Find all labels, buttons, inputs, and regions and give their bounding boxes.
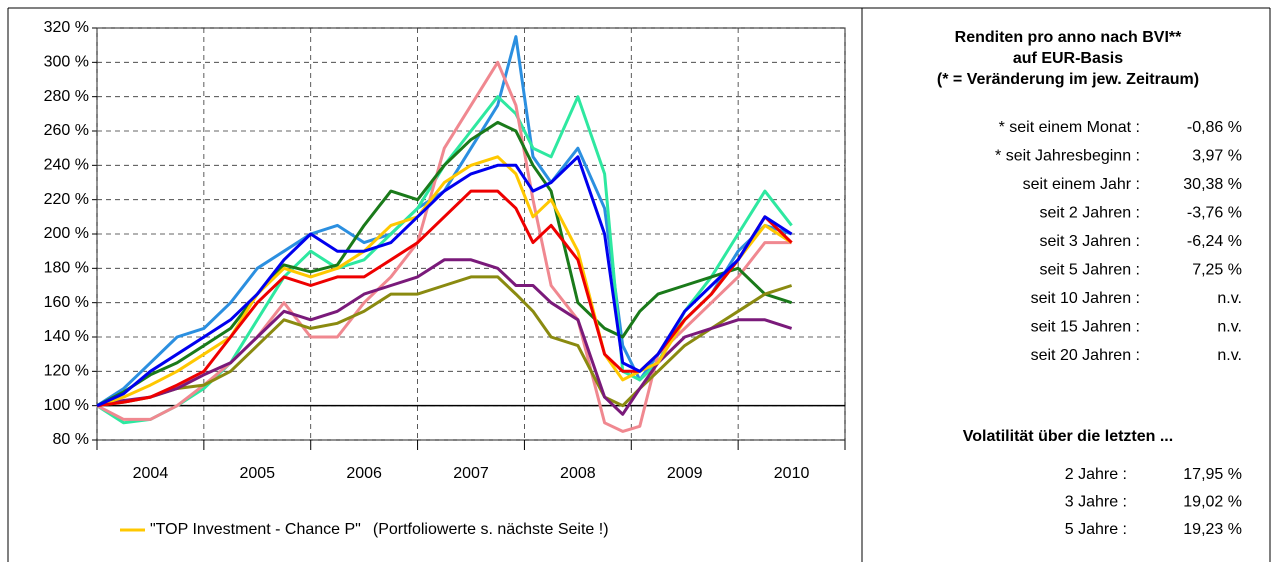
- returns-title: auf EUR-Basis: [1013, 50, 1123, 67]
- returns-value: -0,86 %: [1187, 119, 1242, 136]
- returns-value: n.v.: [1217, 319, 1242, 336]
- y-tick-label: 100 %: [44, 397, 89, 414]
- legend-note: (Portfoliowerte s. nächste Seite !): [373, 521, 609, 538]
- volatility-title: Volatilität über die letzten ...: [963, 428, 1173, 445]
- y-tick-label: 320 %: [44, 19, 89, 36]
- series-line: [96, 60, 792, 433]
- returns-value: 3,97 %: [1192, 148, 1242, 165]
- returns-label: seit 20 Jahren :: [1031, 347, 1140, 364]
- returns-value: 30,38 %: [1183, 176, 1242, 193]
- y-tick-label: 140 %: [44, 328, 89, 345]
- y-tick-label: 280 %: [44, 88, 89, 105]
- returns-value: n.v.: [1217, 347, 1242, 364]
- y-tick-label: 300 %: [44, 54, 89, 71]
- returns-label: seit einem Jahr :: [1023, 176, 1140, 193]
- returns-value: -3,76 %: [1187, 205, 1242, 222]
- returns-title: Renditen pro anno nach BVI**: [955, 29, 1182, 46]
- series-line: [96, 120, 793, 408]
- y-tick-label: 180 %: [44, 260, 89, 277]
- series-line: [96, 155, 793, 408]
- x-tick-label: 2008: [560, 465, 596, 482]
- returns-label: * seit Jahresbeginn :: [995, 148, 1140, 165]
- y-tick-label: 80 %: [53, 431, 89, 448]
- returns-value: n.v.: [1217, 290, 1242, 307]
- returns-label: seit 15 Jahren :: [1031, 319, 1140, 336]
- returns-label: seit 10 Jahren :: [1031, 290, 1140, 307]
- volatility-value: 17,95 %: [1183, 466, 1242, 483]
- legend-label: "TOP Investment - Chance P": [150, 521, 361, 538]
- series-line: [96, 258, 793, 416]
- returns-value: 7,25 %: [1192, 262, 1242, 279]
- x-tick-label: 2005: [239, 465, 275, 482]
- x-tick-label: 2007: [453, 465, 489, 482]
- series-line: [96, 275, 793, 408]
- y-tick-label: 260 %: [44, 122, 89, 139]
- x-tick-label: 2010: [774, 465, 810, 482]
- volatility-label: 3 Jahre :: [1065, 494, 1127, 511]
- volatility-value: 19,02 %: [1183, 494, 1242, 511]
- returns-label: seit 2 Jahren :: [1040, 205, 1141, 222]
- y-tick-label: 120 %: [44, 363, 89, 380]
- volatility-label: 2 Jahre :: [1065, 466, 1127, 483]
- volatility-value: 19,23 %: [1183, 521, 1242, 538]
- x-tick-label: 2006: [346, 465, 382, 482]
- x-tick-label: 2004: [133, 465, 169, 482]
- returns-label: seit 5 Jahren :: [1040, 262, 1141, 279]
- returns-label: * seit einem Monat :: [999, 119, 1140, 136]
- returns-value: -6,24 %: [1187, 233, 1242, 250]
- returns-title: (* = Veränderung im jew. Zeitraum): [937, 71, 1199, 88]
- y-tick-label: 240 %: [44, 157, 89, 174]
- y-tick-label: 160 %: [44, 294, 89, 311]
- returns-label: seit 3 Jahren :: [1040, 233, 1141, 250]
- y-tick-label: 220 %: [44, 191, 89, 208]
- y-tick-label: 200 %: [44, 225, 89, 242]
- series-line: [96, 155, 793, 408]
- x-tick-label: 2009: [667, 465, 703, 482]
- volatility-label: 5 Jahre :: [1065, 521, 1127, 538]
